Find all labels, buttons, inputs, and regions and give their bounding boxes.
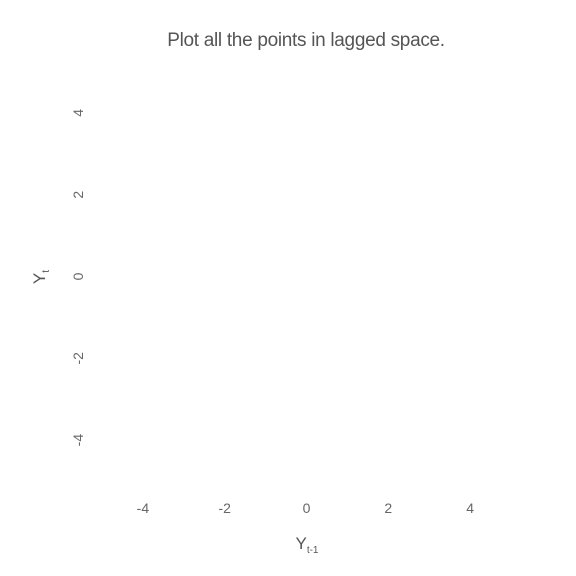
y-tick-label: -2 — [70, 352, 86, 365]
x-tick-label: -2 — [218, 500, 231, 516]
y-tick-label: -4 — [70, 434, 86, 447]
x-axis-ticks: -4 -2 0 2 4 — [137, 500, 475, 516]
x-tick-label: 2 — [384, 500, 392, 516]
x-tick-label: -4 — [137, 500, 150, 516]
y-axis-label: Yt — [30, 270, 52, 284]
y-axis-ticks: -4 -2 0 2 4 — [70, 109, 86, 447]
x-tick-label: 4 — [466, 500, 474, 516]
x-tick-label: 0 — [303, 500, 311, 516]
chart-title: Plot all the points in lagged space. — [167, 30, 445, 51]
y-axis-label-subscript: t — [41, 270, 52, 273]
y-tick-label: 0 — [70, 272, 86, 280]
x-axis-label: Yt-1 — [295, 534, 318, 556]
x-axis-label-subscript: t-1 — [307, 545, 319, 556]
x-axis-label-base: Y — [295, 534, 306, 553]
y-axis-label-base: Y — [30, 273, 49, 284]
y-tick-label: 4 — [70, 109, 86, 117]
y-tick-label: 2 — [70, 191, 86, 199]
